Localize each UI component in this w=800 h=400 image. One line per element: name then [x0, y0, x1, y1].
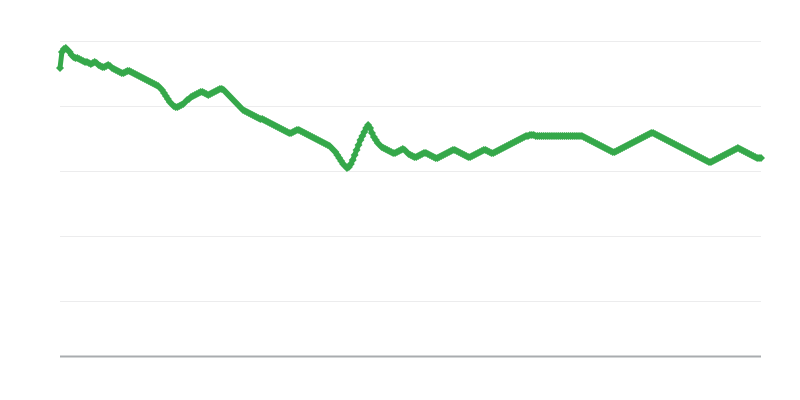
- series-marker: [757, 154, 765, 162]
- series-marker: [56, 64, 64, 72]
- series-marker: [57, 48, 66, 56]
- series-group: [56, 44, 765, 172]
